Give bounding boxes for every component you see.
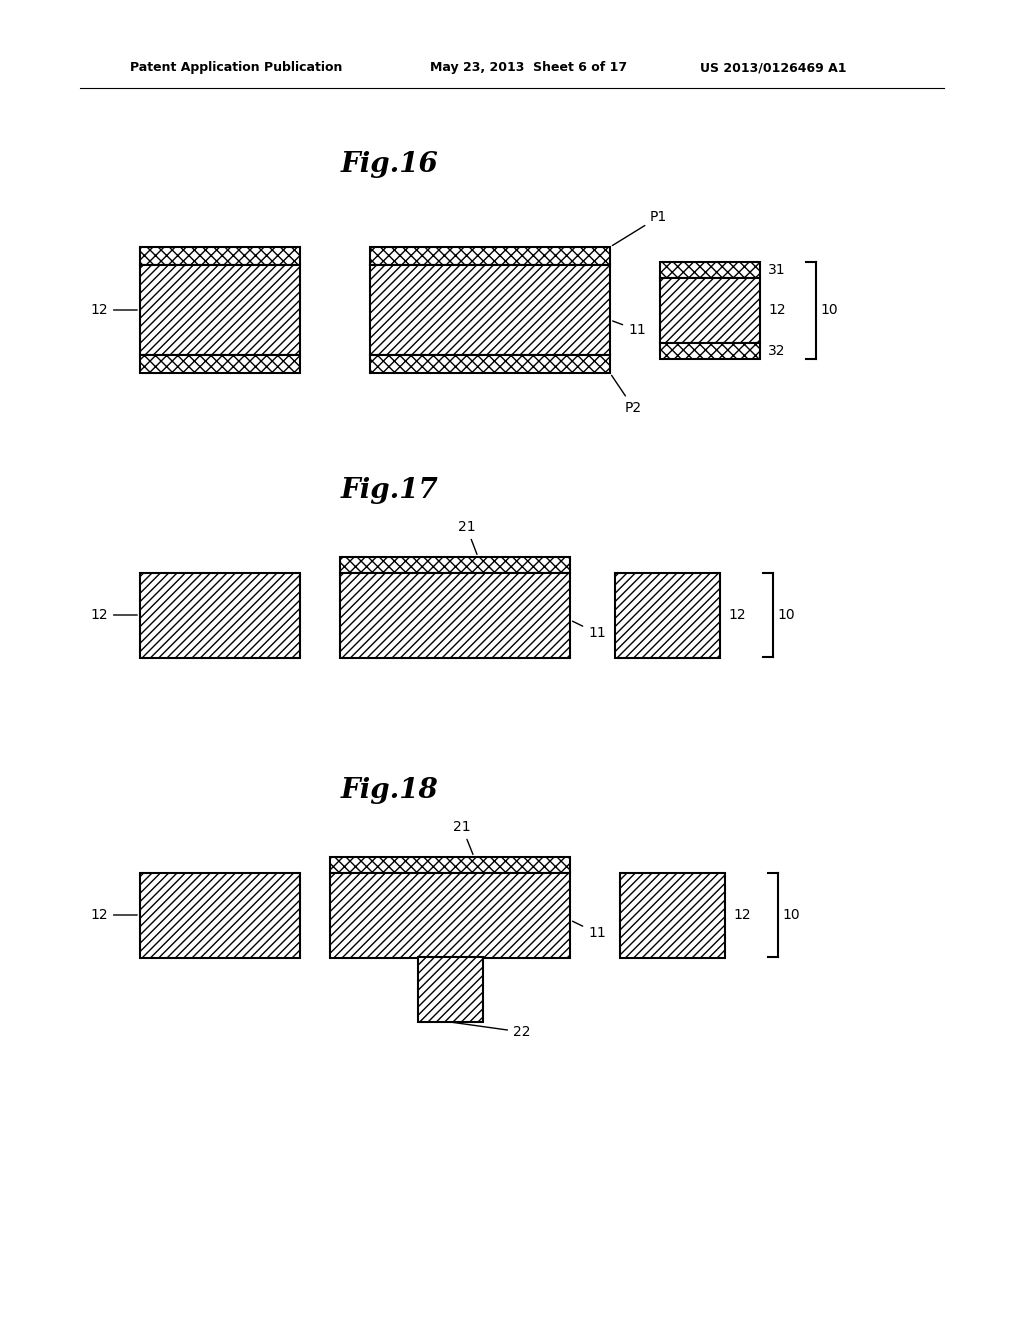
- Bar: [370, 247, 610, 265]
- Text: Fig.17: Fig.17: [341, 477, 439, 503]
- Bar: [418, 957, 483, 1022]
- Bar: [615, 573, 720, 657]
- Text: 22: 22: [453, 1023, 530, 1039]
- Text: P2: P2: [611, 375, 642, 414]
- Bar: [140, 873, 300, 958]
- Text: 21: 21: [454, 820, 473, 854]
- Bar: [340, 573, 570, 657]
- Bar: [140, 355, 300, 374]
- Bar: [660, 343, 760, 359]
- Text: Fig.16: Fig.16: [341, 152, 439, 178]
- Text: Fig.18: Fig.18: [341, 776, 439, 804]
- Text: 32: 32: [768, 345, 785, 358]
- Text: 12: 12: [90, 609, 137, 622]
- Text: 12: 12: [90, 304, 137, 317]
- Text: 12: 12: [90, 908, 137, 921]
- Text: 10: 10: [782, 908, 800, 921]
- Bar: [340, 557, 570, 573]
- Text: 10: 10: [777, 609, 795, 622]
- Text: 11: 11: [612, 321, 646, 337]
- Text: May 23, 2013  Sheet 6 of 17: May 23, 2013 Sheet 6 of 17: [430, 62, 627, 74]
- Bar: [370, 265, 610, 355]
- Bar: [620, 873, 725, 958]
- Text: 21: 21: [458, 520, 477, 554]
- Bar: [140, 247, 300, 265]
- Bar: [370, 355, 610, 374]
- Bar: [330, 873, 570, 958]
- Bar: [330, 857, 570, 873]
- Text: 11: 11: [572, 622, 606, 640]
- Text: 11: 11: [572, 921, 606, 940]
- Text: 12: 12: [728, 609, 745, 622]
- Text: 31: 31: [768, 263, 785, 277]
- Text: 12: 12: [768, 304, 785, 317]
- Text: 12: 12: [733, 908, 751, 921]
- Bar: [660, 261, 760, 279]
- Text: P1: P1: [612, 210, 668, 246]
- Bar: [140, 573, 300, 657]
- Bar: [660, 279, 760, 343]
- Bar: [140, 265, 300, 355]
- Text: US 2013/0126469 A1: US 2013/0126469 A1: [700, 62, 847, 74]
- Text: 10: 10: [820, 304, 838, 317]
- Text: Patent Application Publication: Patent Application Publication: [130, 62, 342, 74]
